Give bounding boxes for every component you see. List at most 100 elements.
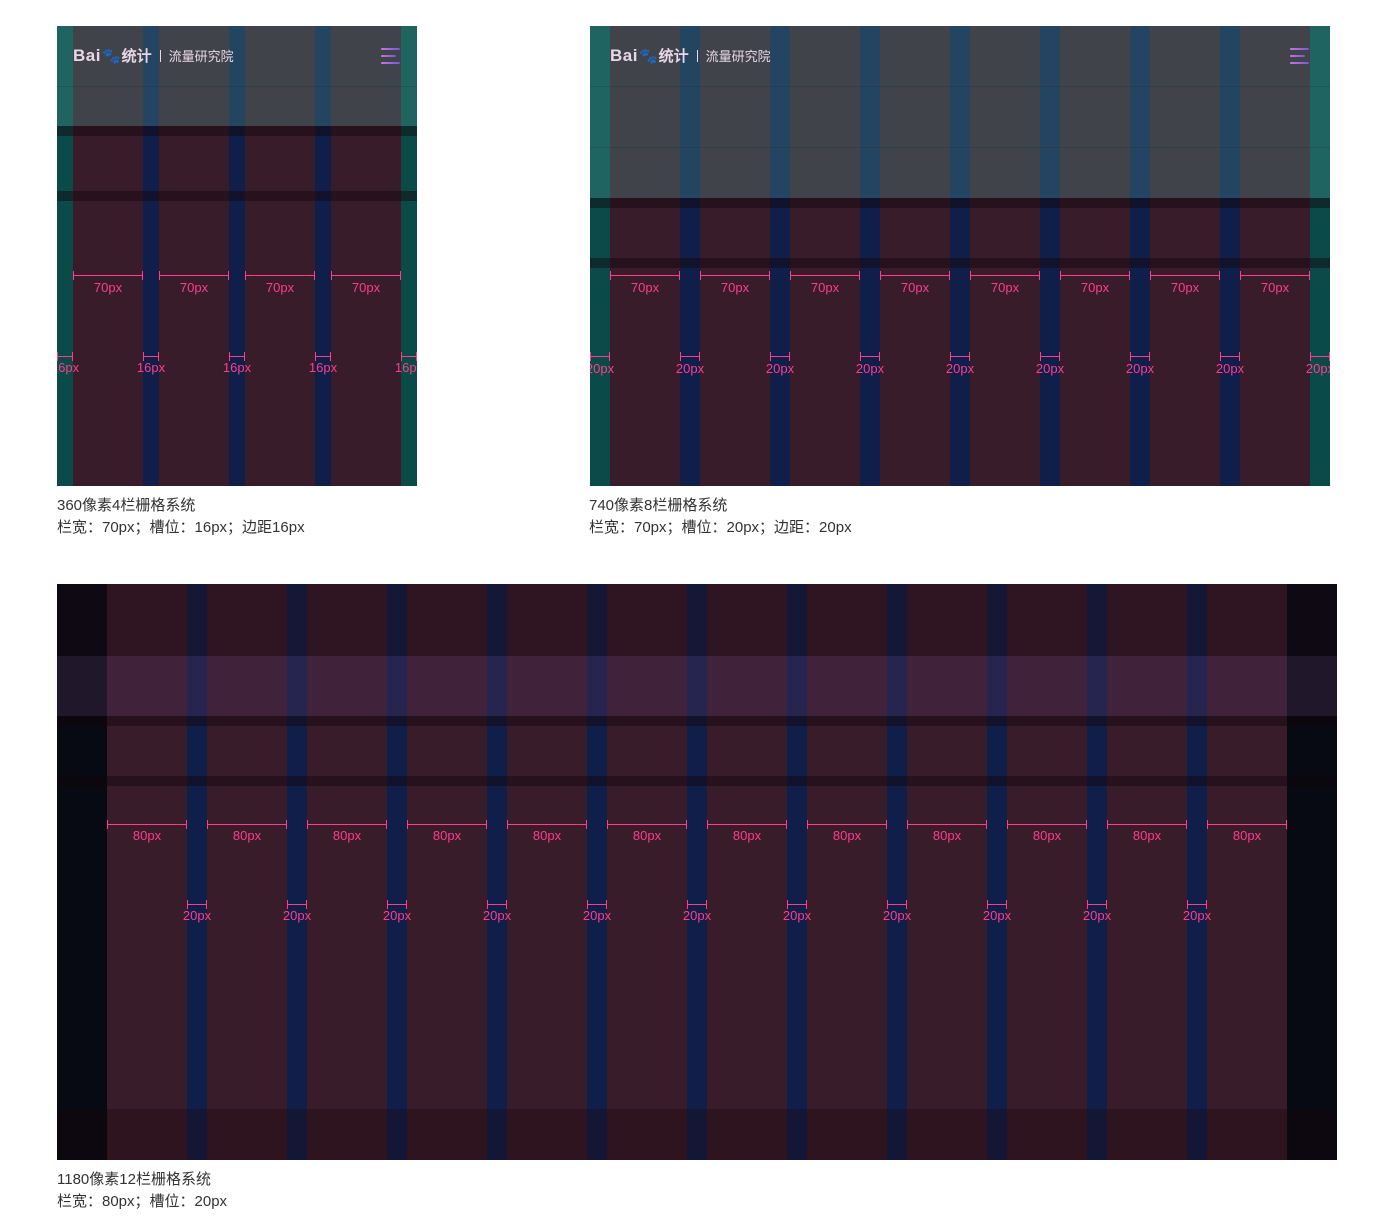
gutter [387, 584, 407, 1160]
column-width-label: 80px [1132, 828, 1162, 843]
gutter-tick-start [680, 352, 681, 361]
paw-icon: 🐾 [638, 47, 658, 65]
margin-right-line [1310, 356, 1330, 357]
column-width-tick-start [207, 820, 208, 829]
margin-right-tick-end [416, 352, 417, 361]
column-width-tick-end [186, 820, 187, 829]
gutter-tick-start [487, 900, 488, 909]
gutter-tick-start [587, 900, 588, 909]
caption-title: 360像素4栏栅格系统 [57, 497, 196, 514]
gutter-label: 20px [1082, 908, 1112, 923]
logo-stat-text: 统计 [121, 48, 152, 65]
column-width-label: 80px [732, 828, 762, 843]
column-width-label: 70px [720, 280, 750, 295]
gutter-line [1187, 904, 1207, 905]
caption-specs: 栏宽：70px；槽位：16px；边距16px [57, 519, 305, 536]
caption-title: 740像素8栏栅格系统 [589, 497, 728, 514]
column-width-tick-end [486, 820, 487, 829]
column-width-tick-end [1309, 271, 1310, 280]
gutter-line [587, 904, 607, 905]
column-width-line [607, 824, 687, 825]
gutter-line [143, 356, 159, 357]
gutter-tick-end [969, 352, 970, 361]
column-width-line [700, 275, 770, 276]
column-width-line [1107, 824, 1187, 825]
gutter [287, 584, 307, 1160]
column-width-line [1207, 824, 1287, 825]
column-width-tick-start [1150, 271, 1151, 280]
gutter [770, 26, 790, 486]
column-width-label: 70px [351, 280, 381, 295]
gutter [887, 584, 907, 1160]
column-width-tick-start [107, 820, 108, 829]
column-width-line [407, 824, 487, 825]
gutter-tick-end [158, 352, 159, 361]
column-width-tick-start [807, 820, 808, 829]
column-width-tick-start [1240, 271, 1241, 280]
gutter-tick-start [287, 900, 288, 909]
column-width-label: 70px [900, 280, 930, 295]
logo-subtitle: 流量研究院 [705, 49, 771, 64]
content-band [590, 258, 1330, 268]
gutter-label: 20px [582, 908, 612, 923]
gutter-tick-start [315, 352, 316, 361]
column-width-label: 80px [332, 828, 362, 843]
column-width-tick-end [949, 271, 950, 280]
column-width-tick-end [1086, 820, 1087, 829]
column-width-tick-end [859, 271, 860, 280]
gutter-tick-end [1149, 352, 1150, 361]
column-width-tick-end [679, 271, 680, 280]
content-band [57, 656, 1337, 716]
gutter [687, 584, 707, 1160]
margin-right-label: 20px [1305, 361, 1330, 376]
margin-left-line [590, 356, 610, 357]
gutter-label: 20px [882, 908, 912, 923]
gutter-line [770, 356, 790, 357]
column-width-tick-start [790, 271, 791, 280]
column-width-label: 70px [630, 280, 660, 295]
gutter-line [315, 356, 331, 357]
margin-left-line [57, 356, 73, 357]
column-width-label: 70px [810, 280, 840, 295]
gutter-label: 20px [382, 908, 412, 923]
content-band [57, 1109, 1337, 1160]
gutter-tick-end [789, 352, 790, 361]
margin-right [401, 26, 417, 486]
logo-stat-text: 统计 [658, 48, 689, 65]
column-width-label: 80px [832, 828, 862, 843]
column-width-label: 70px [1170, 280, 1200, 295]
gutter-line [860, 356, 880, 357]
gutter [315, 26, 331, 486]
column-width-tick-end [886, 820, 887, 829]
column-width-tick-start [880, 271, 881, 280]
margin-right-tick-end [1329, 352, 1330, 361]
gutter [587, 584, 607, 1160]
column-width-tick-start [1060, 271, 1061, 280]
margin-left-tick-start [590, 352, 591, 361]
gutter-tick-end [879, 352, 880, 361]
gutter-line [287, 904, 307, 905]
gutter [487, 584, 507, 1160]
gutter-tick-end [406, 900, 407, 909]
column-width-line [907, 824, 987, 825]
hamburger-menu-icon[interactable] [381, 48, 400, 64]
gutter-tick-start [687, 900, 688, 909]
column-width-line [610, 275, 680, 276]
gutter-tick-end [1239, 352, 1240, 361]
gutter [187, 584, 207, 1160]
gutter [787, 584, 807, 1160]
gutter-tick-end [1059, 352, 1060, 361]
column-width-tick-end [986, 820, 987, 829]
logo-subtitle: 流量研究院 [168, 49, 234, 64]
column-width-tick-start [159, 271, 160, 280]
margin-right [1310, 26, 1330, 486]
gutter-line [187, 904, 207, 905]
gutter-label: 20px [1035, 361, 1065, 376]
hamburger-menu-icon[interactable] [1290, 48, 1309, 64]
gutter-tick-end [699, 352, 700, 361]
column-width-tick-start [507, 820, 508, 829]
gutter-tick-end [206, 900, 207, 909]
header-bar [57, 26, 417, 126]
column-width-line [807, 824, 887, 825]
gutter-label: 16px [308, 360, 338, 375]
